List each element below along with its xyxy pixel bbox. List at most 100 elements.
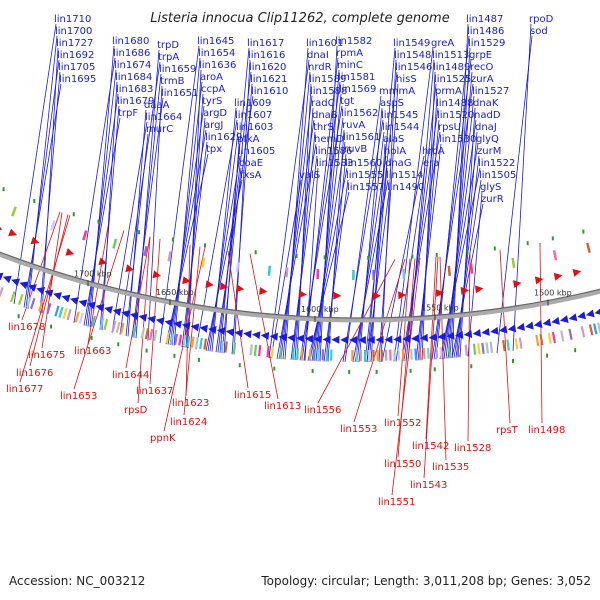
forward-gene-arrow: [121, 310, 131, 318]
forward-label-line: [378, 83, 399, 362]
reverse-gene-label: lin1676: [16, 368, 53, 379]
forward-cog-bar: [173, 333, 179, 345]
forward-gene-label: lin1522: [478, 158, 515, 169]
forward-cog-bar: [568, 328, 573, 340]
forward-gene-label: lin1546: [395, 62, 432, 73]
reverse-marker: [582, 229, 585, 234]
forward-gene-arrow: [104, 306, 113, 314]
reverse-cog-bar: [11, 206, 17, 217]
forward-label-line: [401, 131, 441, 362]
forward-gene-arrow: [577, 311, 586, 320]
reverse-label-line: [391, 258, 421, 496]
forward-marker: [145, 348, 148, 353]
forward-label-line: [187, 69, 202, 348]
reverse-gene-arrow: [0, 226, 3, 230]
reverse-marker: [33, 198, 36, 203]
reverse-gene-arrow: [235, 284, 245, 293]
forward-gene-label: daaA: [144, 100, 170, 111]
forward-gene-label: lin1679: [117, 96, 154, 107]
forward-gene-arrow: [340, 335, 349, 344]
reverse-label-line: [29, 214, 69, 367]
reverse-gene-label: lin1663: [74, 346, 111, 357]
forward-cog-bar: [199, 337, 203, 350]
forward-gene-arrow: [402, 334, 411, 343]
forward-gene-label: grpE: [469, 50, 492, 61]
forward-label-lines: [13, 23, 533, 363]
forward-gene-label: lin1489: [433, 62, 470, 73]
forward-label-line: [356, 131, 385, 363]
reverse-cog-bar: [143, 245, 148, 257]
forward-gene-label: lin1686: [113, 48, 150, 59]
forward-label-line: [431, 83, 474, 360]
forward-gene-arrow: [243, 330, 252, 339]
forward-gene-arrow: [568, 313, 578, 322]
forward-marker: [375, 369, 378, 374]
forward-cog-bar: [54, 305, 60, 317]
forward-gene-arrow: [322, 335, 331, 344]
forward-gene-arrow: [533, 320, 543, 328]
forward-cog-bar: [253, 344, 258, 356]
forward-gene-label: lin1674: [114, 60, 151, 71]
forward-gene-label: lin1487: [466, 14, 503, 25]
forward-label-line: [195, 119, 238, 350]
reverse-marker: [551, 236, 554, 241]
forward-label-line: [449, 47, 471, 359]
forward-gene-label: argD: [203, 108, 227, 119]
forward-marker: [197, 357, 200, 362]
forward-label-line: [135, 49, 160, 339]
reverse-gene-arrow: [98, 257, 108, 266]
forward-gene-arrow: [446, 331, 455, 340]
map-title: Listeria innocua Clip11262, complete gen…: [150, 11, 449, 26]
forward-label-line: [443, 119, 477, 359]
reverse-cog-bar: [167, 251, 172, 262]
forward-cog-bar: [502, 340, 506, 352]
reverse-label-line: [425, 256, 437, 440]
forward-label-line: [296, 83, 312, 361]
forward-cog-bar: [9, 291, 16, 303]
forward-gene-label: coaE: [239, 158, 263, 169]
kbp-label: 1600 kbp: [301, 305, 339, 314]
forward-marker: [273, 366, 276, 371]
forward-gene-label: lin1514: [386, 170, 423, 181]
forward-cog-bar: [194, 337, 199, 349]
forward-label-line: [453, 179, 482, 358]
reverse-marker: [411, 254, 414, 259]
forward-gene-arrow: [260, 332, 270, 340]
forward-cog-bar: [99, 317, 105, 330]
forward-gene-label: holA: [384, 146, 406, 157]
forward-cog-bar: [66, 309, 72, 321]
forward-label-line: [380, 59, 397, 362]
reverse-gene-label: lin1535: [432, 462, 469, 473]
forward-cog-bar: [300, 348, 304, 360]
forward-cog-bar: [481, 342, 485, 354]
forward-cog-bar: [169, 332, 174, 345]
forward-gene-label: lin1525: [434, 74, 471, 85]
forward-gene-label: tpx: [206, 144, 222, 155]
forward-cog-bar: [472, 343, 477, 355]
forward-label-line: [167, 129, 207, 345]
reverse-label-line: [125, 236, 151, 369]
forward-cog-bar: [91, 315, 96, 327]
forward-cog-bar: [111, 320, 117, 333]
forward-gene-arrow: [375, 335, 384, 344]
forward-cog-bar: [439, 346, 443, 358]
forward-gene-label: lin1561: [343, 132, 380, 143]
reverse-cog-bar: [235, 262, 240, 273]
forward-label-line: [433, 59, 472, 360]
forward-gene-label: hisS: [396, 74, 417, 85]
forward-gene-label: lin1588: [310, 86, 347, 97]
reverse-cog-bar: [511, 257, 516, 268]
reverse-gene-label: lin1637: [136, 386, 173, 397]
forward-gene-label: lin1581: [338, 72, 375, 83]
reverse-label-line: [249, 253, 279, 400]
reverse-gene-label: lin1542: [412, 441, 449, 452]
forward-gene-arrow: [498, 325, 508, 334]
reverse-marker: [323, 255, 326, 260]
forward-cog-bar: [74, 311, 80, 323]
reverse-label-line: [499, 249, 511, 424]
reverse-gene-arrow: [125, 264, 135, 273]
forward-gene-label: ruvB: [344, 144, 367, 155]
forward-gene-label: lin1610: [251, 86, 288, 97]
forward-cog-bar: [485, 342, 489, 354]
kbp-label: 1650 kbp: [156, 288, 194, 297]
